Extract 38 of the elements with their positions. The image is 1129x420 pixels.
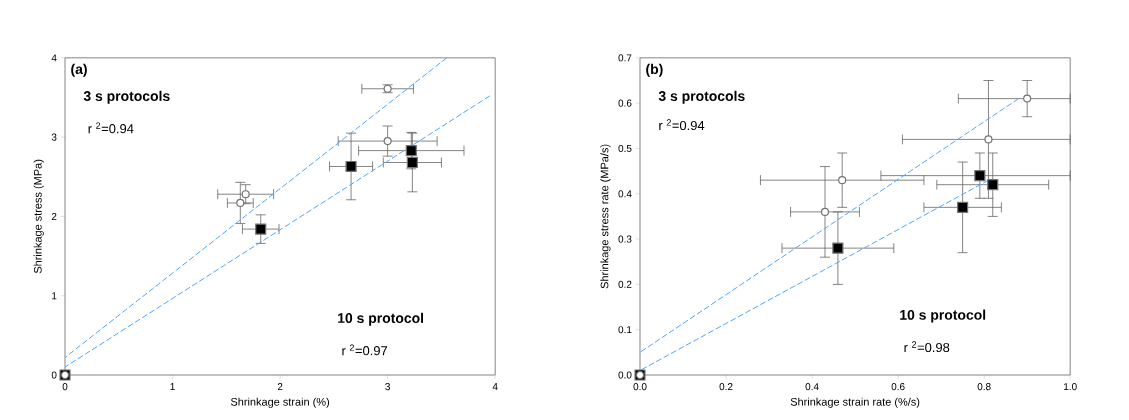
- annotation: r $^{2}$=0.97: [342, 344, 388, 356]
- x-tick-label: 2: [277, 383, 283, 391]
- y-tick-label: 0.4: [618, 190, 632, 198]
- y-tick-label: 0.7: [618, 54, 632, 62]
- y-tick-label: 4: [51, 54, 57, 62]
- annotation: (b): [646, 63, 663, 77]
- annotation: 10 s protocol: [338, 312, 424, 326]
- x-axis-title: Shrinkage strain (%): [230, 397, 330, 408]
- y-tick-label: 0.3: [618, 235, 632, 243]
- x-tick-label: 0.0: [633, 383, 647, 391]
- y-tick-label: 0.6: [618, 99, 632, 107]
- annotation: 10 s protocol: [900, 309, 986, 323]
- x-tick-label: 0.8: [977, 383, 991, 391]
- annotation: 3 s protocols: [658, 90, 745, 104]
- x-tick-label: 4: [492, 383, 498, 390]
- x-tick-label: 1: [170, 383, 175, 390]
- y-tick-label: 0: [51, 371, 57, 379]
- y-axis-title: Shrinkage stress rate (MPa/s): [600, 144, 611, 289]
- annotation: r $^{2}$=0.94: [659, 119, 705, 131]
- x-tick-label: 3: [385, 383, 390, 391]
- annotation: r $^{2}$=0.94: [88, 122, 134, 134]
- y-tick-label: 0.0: [618, 371, 632, 379]
- x-tick-label: 0: [62, 383, 68, 391]
- y-tick-label: 0.2: [618, 280, 632, 288]
- y-tick-label: 0.1: [618, 326, 632, 334]
- y-tick-label: 2: [51, 212, 57, 220]
- annotation: r $^{2}$=0.98: [904, 341, 950, 353]
- y-tick-label: 0.5: [618, 144, 632, 152]
- x-tick-label: 1.0: [1064, 383, 1077, 391]
- x-axis-title: Shrinkage strain rate (%/s): [790, 397, 920, 408]
- annotation: (a): [71, 63, 87, 77]
- x-tick-label: 0.4: [805, 383, 819, 391]
- x-tick-label: 0.2: [719, 383, 733, 391]
- y-tick-label: 1: [52, 292, 57, 300]
- y-tick-label: 3: [51, 133, 57, 141]
- x-tick-label: 0.6: [891, 383, 905, 391]
- annotation: 3 s protocols: [83, 90, 170, 104]
- y-axis-title: Shrinkage stress (MPa): [33, 159, 44, 274]
